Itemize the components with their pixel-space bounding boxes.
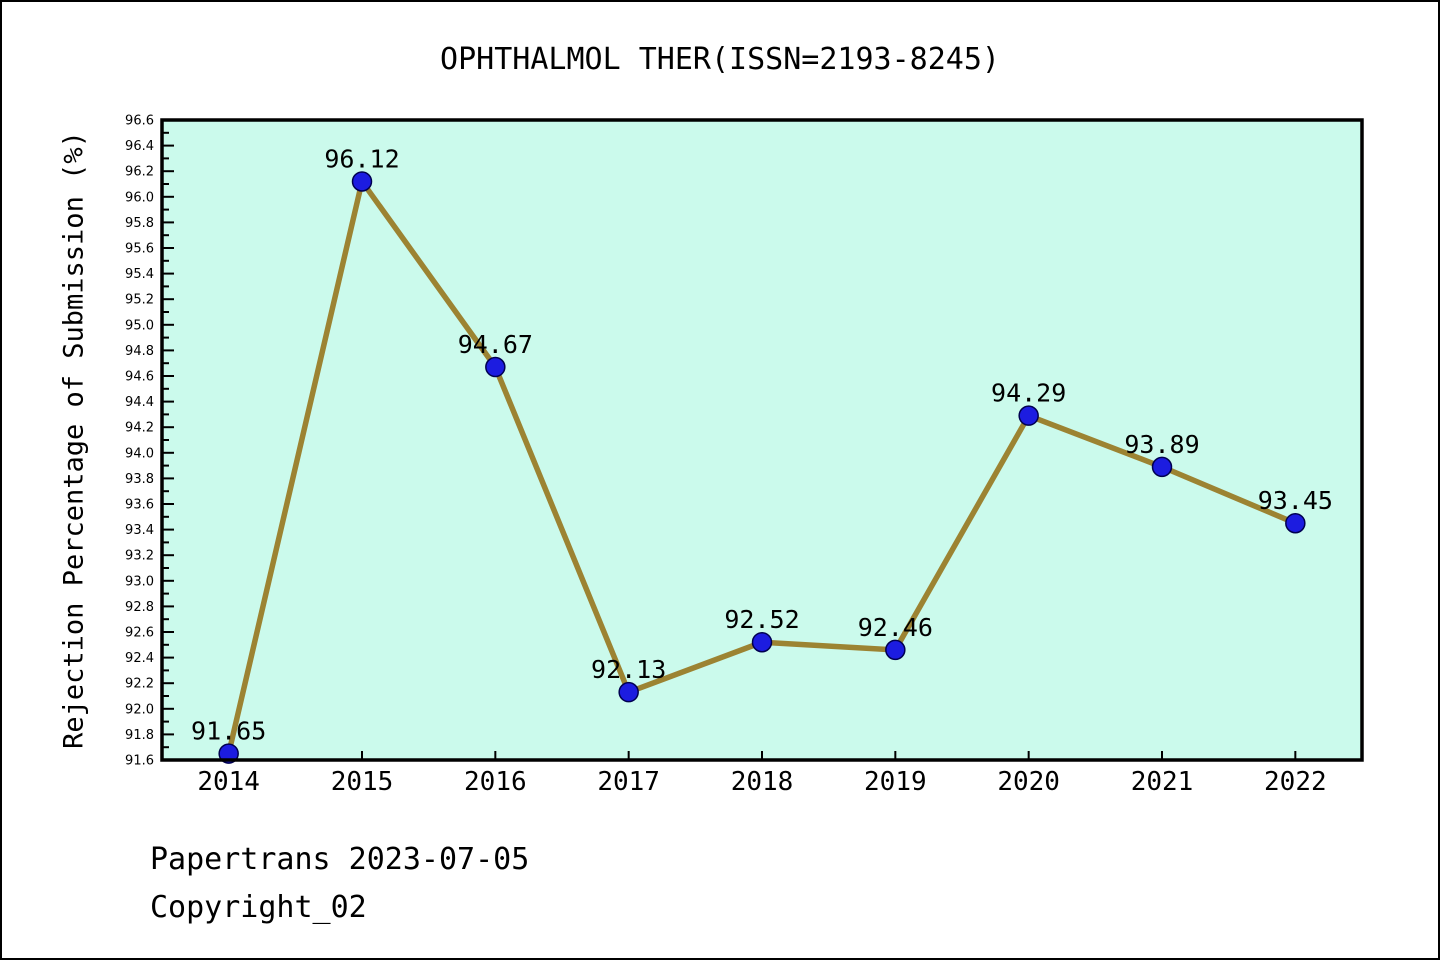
data-point-labels: 91.65 96.12 94.67 92.13 92.52 92.46 94.29 93.89…: [191, 144, 1333, 745]
svg-text:95.6: 95.6: [125, 242, 154, 257]
svg-text:92.6: 92.6: [125, 626, 154, 641]
svg-text:93.2: 93.2: [125, 549, 154, 564]
svg-text:2014: 2014: [197, 767, 260, 797]
svg-text:2021: 2021: [1131, 767, 1194, 797]
x-tick-labels: 2014 2015 2016 2017 2018 2019 2020 2021 2022: [197, 767, 1326, 797]
svg-text:92.2: 92.2: [125, 677, 154, 692]
svg-text:95.2: 95.2: [125, 293, 154, 308]
data-point-label: 93.45: [1258, 486, 1333, 515]
footer-copyright-text: Copyright_02: [150, 890, 367, 925]
data-point-label: 92.52: [724, 605, 799, 634]
data-point-label: 93.89: [1124, 430, 1199, 459]
data-point-marker: [485, 356, 506, 378]
svg-text:2020: 2020: [997, 767, 1060, 797]
svg-text:94.8: 94.8: [125, 344, 154, 359]
data-point-marker: [751, 631, 773, 653]
svg-text:92.4: 92.4: [125, 651, 154, 666]
svg-text:94.6: 94.6: [125, 370, 154, 385]
svg-text:96.4: 96.4: [125, 139, 154, 154]
data-point-marker: [1285, 512, 1306, 534]
svg-text:2015: 2015: [331, 767, 394, 797]
data-point-label: 92.46: [858, 613, 933, 642]
footer-source-text: Papertrans 2023-07-05: [150, 842, 530, 877]
svg-text:2017: 2017: [597, 767, 660, 797]
plot-frame: [160, 118, 1364, 762]
svg-text:2018: 2018: [731, 767, 794, 797]
svg-text:95.8: 95.8: [125, 216, 154, 231]
data-point-label: 94.67: [458, 330, 533, 359]
svg-text:96.6: 96.6: [125, 114, 154, 129]
svg-text:95.4: 95.4: [125, 267, 154, 282]
y-tick-labels: 91.6 91.8 92.0 92.2 92.4 92.6 92.8 93.0 93.2 93.4…: [125, 114, 154, 769]
svg-text:91.6: 91.6: [125, 754, 154, 769]
svg-text:93.8: 93.8: [125, 472, 154, 487]
svg-text:92.8: 92.8: [125, 600, 154, 615]
svg-text:92.0: 92.0: [125, 702, 154, 717]
data-point-marker: [618, 681, 639, 703]
svg-text:2022: 2022: [1264, 767, 1327, 797]
data-point-label: 94.29: [991, 379, 1066, 408]
data-point-marker: [1151, 456, 1173, 478]
data-point-label: 92.13: [591, 655, 666, 684]
chart-title: OPHTHALMOL THER(ISSN=2193-8245): [440, 42, 1000, 77]
data-point-marker: [351, 171, 373, 192]
svg-text:95.0: 95.0: [125, 318, 154, 333]
svg-text:2019: 2019: [864, 767, 927, 797]
svg-text:91.8: 91.8: [125, 728, 154, 743]
svg-text:96.0: 96.0: [125, 190, 154, 205]
svg-text:93.0: 93.0: [125, 574, 154, 589]
svg-text:96.2: 96.2: [125, 165, 154, 180]
data-point-marker: [1018, 405, 1039, 426]
svg-text:94.0: 94.0: [125, 446, 154, 461]
svg-text:93.6: 93.6: [125, 498, 154, 513]
svg-text:94.4: 94.4: [125, 395, 154, 410]
data-point-label: 91.65: [191, 717, 266, 746]
data-point-label: 96.12: [324, 144, 399, 173]
svg-text:94.2: 94.2: [125, 421, 154, 436]
data-point-marker: [885, 639, 906, 661]
svg-text:2016: 2016: [464, 767, 527, 797]
plot-background: [162, 120, 1362, 760]
svg-text:93.4: 93.4: [125, 523, 154, 538]
